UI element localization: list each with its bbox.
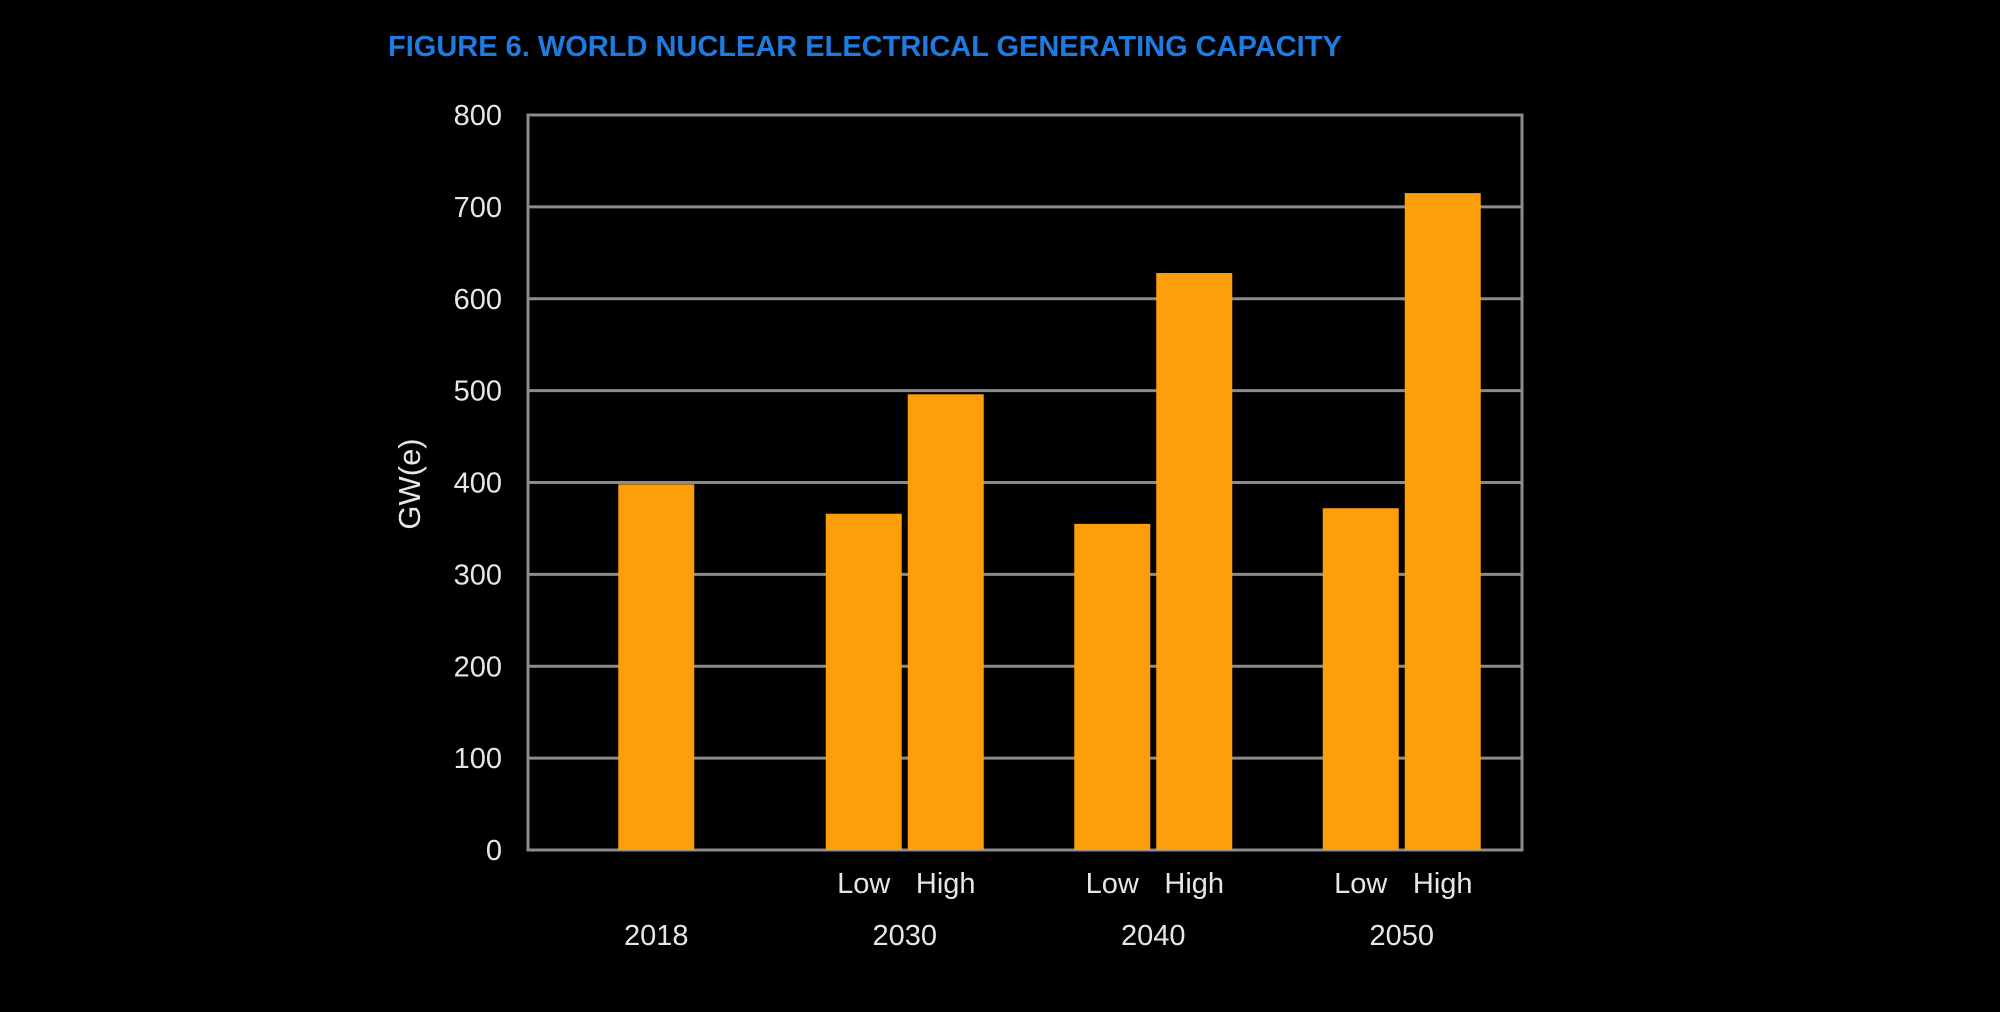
y-axis-label: GW(e) (392, 438, 427, 529)
bar-2030-high (907, 394, 984, 850)
plot-frame (526, 113, 1524, 852)
x-subcategory-label: High (1413, 868, 1473, 900)
y-tick-label: 200 (454, 651, 502, 683)
bar-2050-low (1322, 508, 1399, 850)
bars (618, 193, 1481, 850)
y-tick-label: 500 (454, 376, 502, 408)
y-tick-label: 100 (454, 743, 502, 775)
y-tick-label: 800 (454, 100, 502, 132)
x-category-label: 2040 (1121, 920, 1186, 952)
x-subcategory-label: Low (837, 868, 891, 900)
bar-2050-high (1404, 193, 1481, 850)
plot-border (526, 113, 1524, 852)
bar-2018 (618, 484, 695, 850)
x-category-label: 2030 (872, 920, 937, 952)
x-category-label: 2050 (1369, 920, 1434, 952)
y-tick-label: 400 (454, 468, 502, 500)
y-tick-labels: 0 100 200 300 400 500 600 700 800 (454, 100, 502, 867)
chart-title: FIGURE 6. WORLD NUCLEAR ELECTRICAL GENER… (388, 31, 1342, 63)
bar-2040-low (1074, 523, 1151, 850)
x-subcategory-label: Low (1086, 868, 1140, 900)
y-tick-label: 300 (454, 559, 502, 591)
y-tick-label: 600 (454, 284, 502, 316)
x-subcategory-label: High (1164, 868, 1224, 900)
y-tick-label: 0 (486, 835, 502, 867)
x-tick-labels: 2018 Low High 2030 Low High 2040 Low High 2050 (624, 868, 1473, 952)
bar-2040-high (1156, 273, 1233, 850)
bar-2030-low (825, 513, 902, 850)
y-tick-label: 700 (454, 192, 502, 224)
x-subcategory-label: High (916, 868, 976, 900)
x-category-label: 2018 (624, 920, 689, 952)
x-subcategory-label: Low (1334, 868, 1388, 900)
